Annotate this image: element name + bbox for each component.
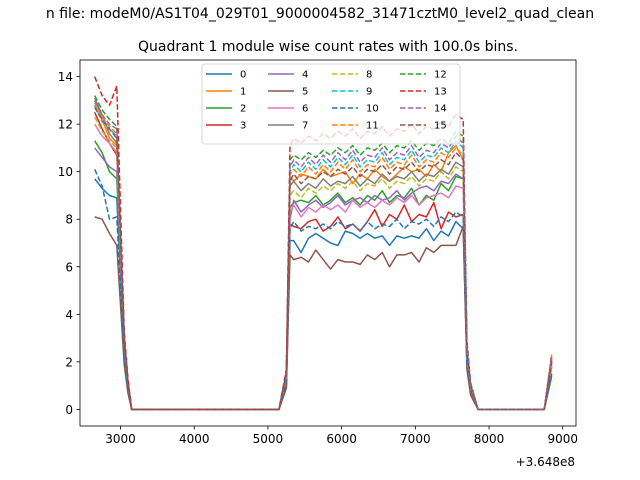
legend-label-3: 3 [240,121,246,132]
legend-label-1: 1 [240,87,246,98]
series-line-11 [94,102,553,411]
legend-label-10: 10 [366,104,379,115]
legend-label-12: 12 [434,70,447,81]
y-tick-label: 0 [65,403,73,417]
x-tick-label: 6000 [326,432,357,446]
legend-label-2: 2 [240,104,246,115]
y-tick-label: 14 [58,70,73,84]
series-line-5 [94,216,553,411]
x-tick-label: 7000 [400,432,431,446]
series-line-15 [94,107,553,411]
legend-label-11: 11 [366,121,379,132]
series-line-1 [94,100,553,411]
y-tick-label: 2 [65,355,73,369]
series-line-7 [94,97,553,411]
legend-label-13: 13 [434,87,447,98]
legend-label-0: 0 [240,70,246,81]
x-tick-label: 8000 [474,432,505,446]
x-axis-offset-label: +3.648e8 [516,455,575,469]
y-tick-label: 4 [65,308,73,322]
x-tick-label: 9000 [547,432,578,446]
legend-label-14: 14 [434,104,447,115]
series-line-0 [94,178,553,411]
legend-label-7: 7 [302,121,308,132]
legend-label-9: 9 [366,87,372,98]
chart-title: Quadrant 1 module wise count rates with … [138,39,518,55]
legend-label-8: 8 [366,70,372,81]
series-line-3 [94,111,553,411]
x-tick-label: 3000 [105,432,136,446]
legend-label-5: 5 [302,87,308,98]
series-line-14 [94,100,553,411]
y-tick-label: 10 [58,165,73,179]
y-tick-label: 8 [65,213,73,227]
y-tick-label: 6 [65,260,73,274]
y-tick-label: 12 [58,118,73,132]
axes-frame [79,59,577,427]
x-tick-label: 5000 [253,432,284,446]
legend-label-15: 15 [434,121,447,132]
series-line-2 [94,140,553,411]
x-tick-label: 4000 [179,432,210,446]
legend-box [201,63,461,145]
legend-label-4: 4 [302,70,308,81]
series-line-4 [94,147,553,411]
figure-suptitle: n file: modeM0/AS1T04_029T01_9000004582_… [46,6,594,22]
series-line-8 [94,116,553,411]
series-line-6 [94,123,553,411]
legend-label-6: 6 [302,104,308,115]
